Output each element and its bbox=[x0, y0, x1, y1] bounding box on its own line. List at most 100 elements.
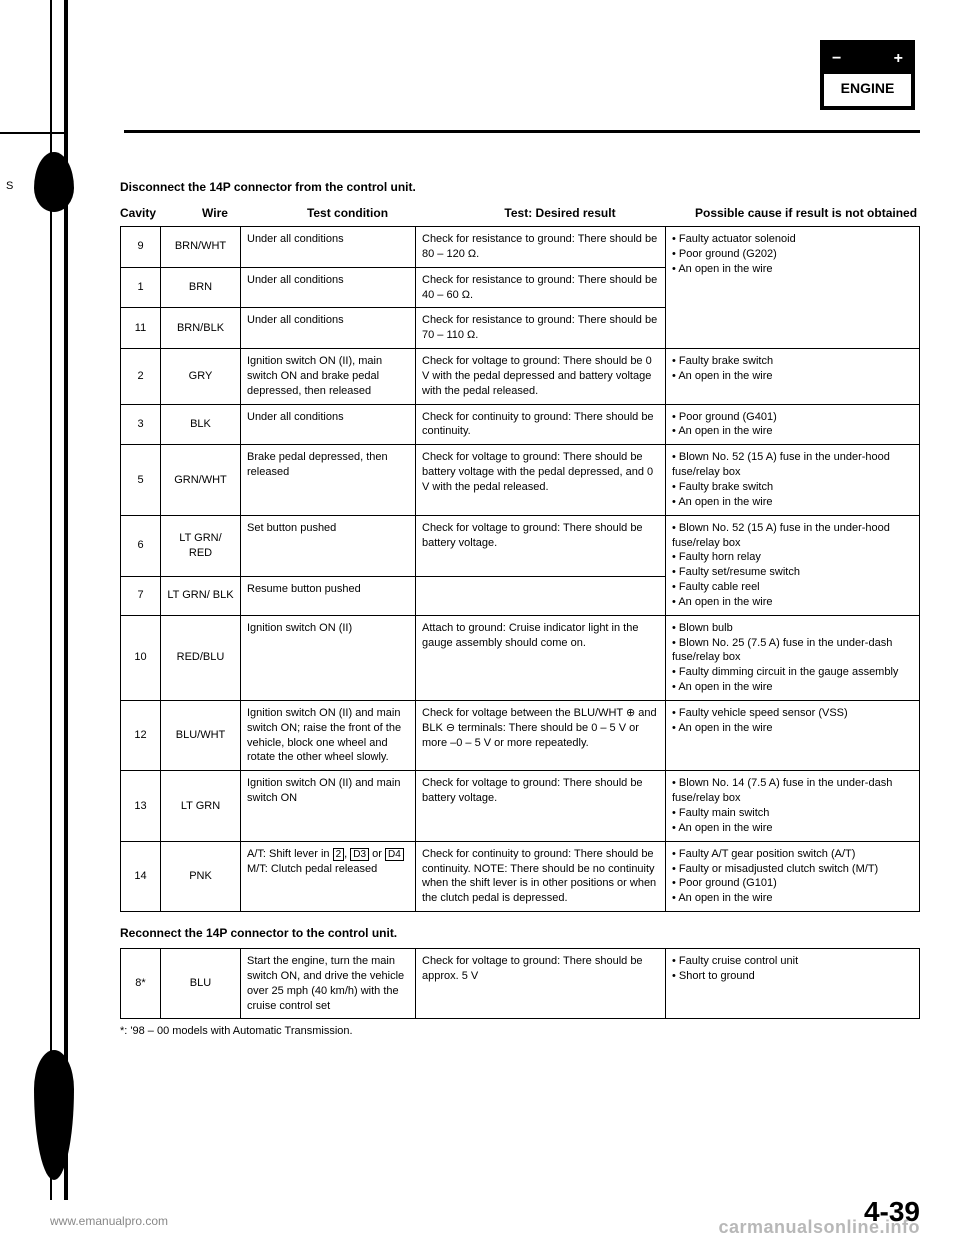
cell-result bbox=[416, 576, 666, 615]
header-result: Test: Desired result bbox=[435, 206, 685, 220]
cell-cavity: 7 bbox=[121, 576, 161, 615]
cell-cavity: 2 bbox=[121, 349, 161, 405]
cause-item: An open in the wire bbox=[672, 495, 913, 510]
cell-cause: Blown No. 14 (7.5 A) fuse in the under-d… bbox=[666, 771, 920, 841]
header-condition: Test condition bbox=[260, 206, 435, 220]
cell-condition: Ignition switch ON (II) and main switch … bbox=[241, 771, 416, 841]
cause-item: An open in the wire bbox=[672, 595, 913, 610]
cause-item: Faulty brake switch bbox=[672, 354, 913, 369]
cause-item: Faulty set/resume switch bbox=[672, 565, 913, 580]
cell-wire: BLU bbox=[161, 949, 241, 1019]
cause-item: Poor ground (G401) bbox=[672, 410, 913, 425]
cause-item: An open in the wire bbox=[672, 424, 913, 439]
cell-condition: Ignition switch ON (II), main switch ON … bbox=[241, 349, 416, 405]
footer-url: www.emanualpro.com bbox=[50, 1214, 168, 1228]
table-row: 3BLKUnder all conditionsCheck for contin… bbox=[121, 404, 920, 445]
cause-item: Blown No. 52 (15 A) fuse in the under-ho… bbox=[672, 521, 913, 551]
cell-condition: Start the engine, turn the main switch O… bbox=[241, 949, 416, 1019]
cell-cavity: 6 bbox=[121, 515, 161, 576]
cell-wire: GRN/WHT bbox=[161, 445, 241, 515]
cause-item: Faulty dimming circuit in the gauge asse… bbox=[672, 665, 913, 680]
cause-item: Faulty vehicle speed sensor (VSS) bbox=[672, 706, 913, 721]
cause-item: Faulty or misadjusted clutch switch (M/T… bbox=[672, 862, 913, 877]
table-row: 6LT GRN/ REDSet button pushedCheck for v… bbox=[121, 515, 920, 576]
cell-cause: Faulty actuator solenoidPoor ground (G20… bbox=[666, 227, 920, 349]
cause-item: Poor ground (G202) bbox=[672, 247, 913, 262]
cause-item: An open in the wire bbox=[672, 821, 913, 836]
table-row: 8*BLUStart the engine, turn the main swi… bbox=[121, 949, 920, 1019]
table-row: 13LT GRNIgnition switch ON (II) and main… bbox=[121, 771, 920, 841]
cause-item: An open in the wire bbox=[672, 891, 913, 906]
cell-cause: Faulty vehicle speed sensor (VSS)An open… bbox=[666, 700, 920, 770]
cell-cavity: 10 bbox=[121, 615, 161, 700]
cell-result: Check for voltage to ground: There shoul… bbox=[416, 771, 666, 841]
table-header: Cavity Wire Test condition Test: Desired… bbox=[120, 206, 920, 220]
cell-wire: PNK bbox=[161, 841, 241, 911]
test-table-2: 8*BLUStart the engine, turn the main swi… bbox=[120, 948, 920, 1019]
instruction-reconnect: Reconnect the 14P connector to the contr… bbox=[120, 926, 920, 940]
cell-cavity: 8* bbox=[121, 949, 161, 1019]
cause-item: An open in the wire bbox=[672, 680, 913, 695]
cell-cause: Faulty A/T gear position switch (A/T)Fau… bbox=[666, 841, 920, 911]
cell-cause: Faulty brake switchAn open in the wire bbox=[666, 349, 920, 405]
cell-result: Check for voltage to ground: There shoul… bbox=[416, 515, 666, 576]
cell-wire: RED/BLU bbox=[161, 615, 241, 700]
cell-condition: Under all conditions bbox=[241, 404, 416, 445]
cause-item: An open in the wire bbox=[672, 262, 913, 277]
cause-item: An open in the wire bbox=[672, 369, 913, 384]
watermark: carmanualsonline.info bbox=[718, 1217, 920, 1238]
cell-cavity: 3 bbox=[121, 404, 161, 445]
cell-cavity: 5 bbox=[121, 445, 161, 515]
cell-cause: Blown bulbBlown No. 25 (7.5 A) fuse in t… bbox=[666, 615, 920, 700]
cell-condition: Under all conditions bbox=[241, 308, 416, 349]
cause-item: Faulty horn relay bbox=[672, 550, 913, 565]
cause-item: Short to ground bbox=[672, 969, 913, 984]
cell-wire: LT GRN bbox=[161, 771, 241, 841]
engine-badge: − + ENGINE bbox=[820, 40, 915, 110]
top-rule-left bbox=[0, 132, 68, 134]
cell-condition: Resume button pushed bbox=[241, 576, 416, 615]
cause-item: An open in the wire bbox=[672, 721, 913, 736]
cause-item: Faulty brake switch bbox=[672, 480, 913, 495]
engine-label: ENGINE bbox=[824, 74, 911, 96]
cell-wire: BLK bbox=[161, 404, 241, 445]
cell-result: Check for resistance to ground: There sh… bbox=[416, 308, 666, 349]
engine-plus-icon: + bbox=[894, 50, 903, 68]
side-mark: S bbox=[6, 180, 13, 192]
cell-condition: Under all conditions bbox=[241, 227, 416, 268]
cause-item: Blown No. 14 (7.5 A) fuse in the under-d… bbox=[672, 776, 913, 806]
cause-item: Faulty A/T gear position switch (A/T) bbox=[672, 847, 913, 862]
cell-wire: BLU/WHT bbox=[161, 700, 241, 770]
cell-cavity: 13 bbox=[121, 771, 161, 841]
cell-result: Attach to ground: Cruise indicator light… bbox=[416, 615, 666, 700]
table-row: 14PNKA/T: Shift lever in 2, D3 or D4M/T:… bbox=[121, 841, 920, 911]
cell-wire: LT GRN/ RED bbox=[161, 515, 241, 576]
header-cause: Possible cause if result is not obtained bbox=[685, 206, 920, 220]
cause-item: Poor ground (G101) bbox=[672, 876, 913, 891]
cell-cavity: 12 bbox=[121, 700, 161, 770]
table-row: 2GRYIgnition switch ON (II), main switch… bbox=[121, 349, 920, 405]
cause-item: Blown No. 52 (15 A) fuse in the under-ho… bbox=[672, 450, 913, 480]
cell-cause: Blown No. 52 (15 A) fuse in the under-ho… bbox=[666, 515, 920, 615]
cause-item: Blown bulb bbox=[672, 621, 913, 636]
cell-result: Check for continuity to ground: There sh… bbox=[416, 404, 666, 445]
cell-wire: BRN bbox=[161, 267, 241, 308]
cell-cause: Poor ground (G401)An open in the wire bbox=[666, 404, 920, 445]
cell-result: Check for voltage to ground: There shoul… bbox=[416, 445, 666, 515]
cell-cause: Faulty cruise control unitShort to groun… bbox=[666, 949, 920, 1019]
table-row: 10RED/BLUIgnition switch ON (II)Attach t… bbox=[121, 615, 920, 700]
cause-item: Faulty main switch bbox=[672, 806, 913, 821]
cell-condition: Set button pushed bbox=[241, 515, 416, 576]
cell-condition: Under all conditions bbox=[241, 267, 416, 308]
top-rule bbox=[124, 130, 920, 133]
header-cavity: Cavity bbox=[120, 206, 170, 220]
cause-item: Faulty cruise control unit bbox=[672, 954, 913, 969]
cause-item: Faulty actuator solenoid bbox=[672, 232, 913, 247]
cell-cavity: 11 bbox=[121, 308, 161, 349]
cell-wire: BRN/BLK bbox=[161, 308, 241, 349]
cell-condition: Brake pedal depressed, then released bbox=[241, 445, 416, 515]
cell-wire: BRN/WHT bbox=[161, 227, 241, 268]
cell-result: Check for resistance to ground: There sh… bbox=[416, 227, 666, 268]
cell-wire: GRY bbox=[161, 349, 241, 405]
footnote: *: '98 – 00 models with Automatic Transm… bbox=[120, 1025, 920, 1037]
